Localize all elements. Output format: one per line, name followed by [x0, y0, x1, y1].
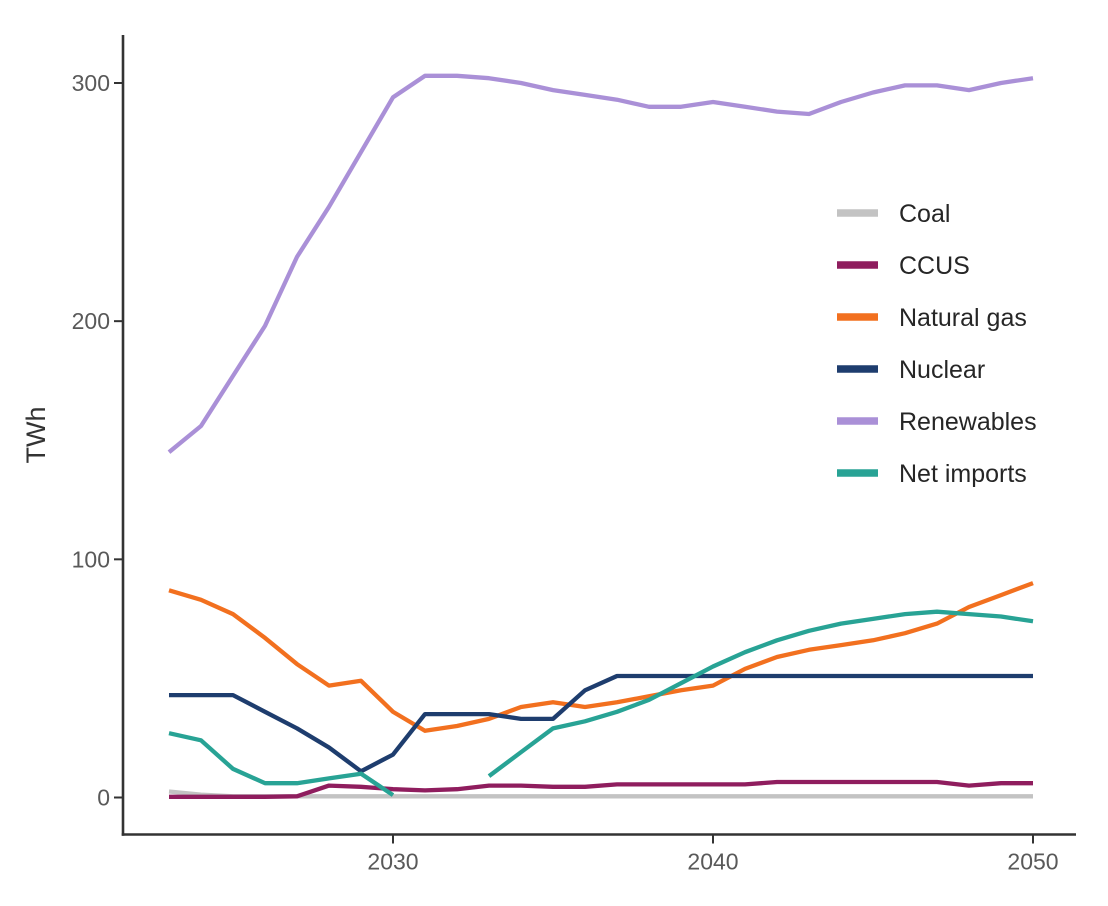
legend-label-net-imports: Net imports — [899, 460, 1027, 488]
series-line-natural-gas — [168, 581, 1034, 733]
legend-label-ccus: CCUS — [899, 252, 970, 280]
legend-label-coal: Coal — [899, 200, 950, 228]
series-line-renewables — [167, 73, 1034, 454]
series-line-coal — [168, 789, 1033, 799]
legend-layer: Coal CCUS Natural gas Nuclear Renewables Net … — [837, 200, 1037, 488]
x-tick-label: 2040 — [687, 849, 738, 875]
series-line-nuclear — [169, 673, 1033, 774]
y-tick-label: 100 — [72, 546, 110, 572]
legend-label-natural-gas: Natural gas — [899, 304, 1027, 332]
y-tick-label: 0 — [97, 785, 110, 811]
axes-layer: 2030 2040 2050 0 100 200 300 — [72, 35, 1076, 875]
y-axis-title: TWh — [21, 407, 51, 464]
series-line-ccus — [169, 779, 1033, 799]
legend-label-renewables: Renewables — [899, 408, 1037, 436]
y-tick-label: 300 — [72, 70, 110, 96]
x-tick-label: 2030 — [367, 849, 418, 875]
y-tick-label: 200 — [72, 308, 110, 334]
series-line-net-imports — [168, 731, 395, 797]
legend-label-nuclear: Nuclear — [899, 356, 985, 384]
series-line-net-imports — [487, 609, 1034, 778]
series-layer — [167, 73, 1034, 799]
x-tick-label: 2050 — [1007, 849, 1058, 875]
